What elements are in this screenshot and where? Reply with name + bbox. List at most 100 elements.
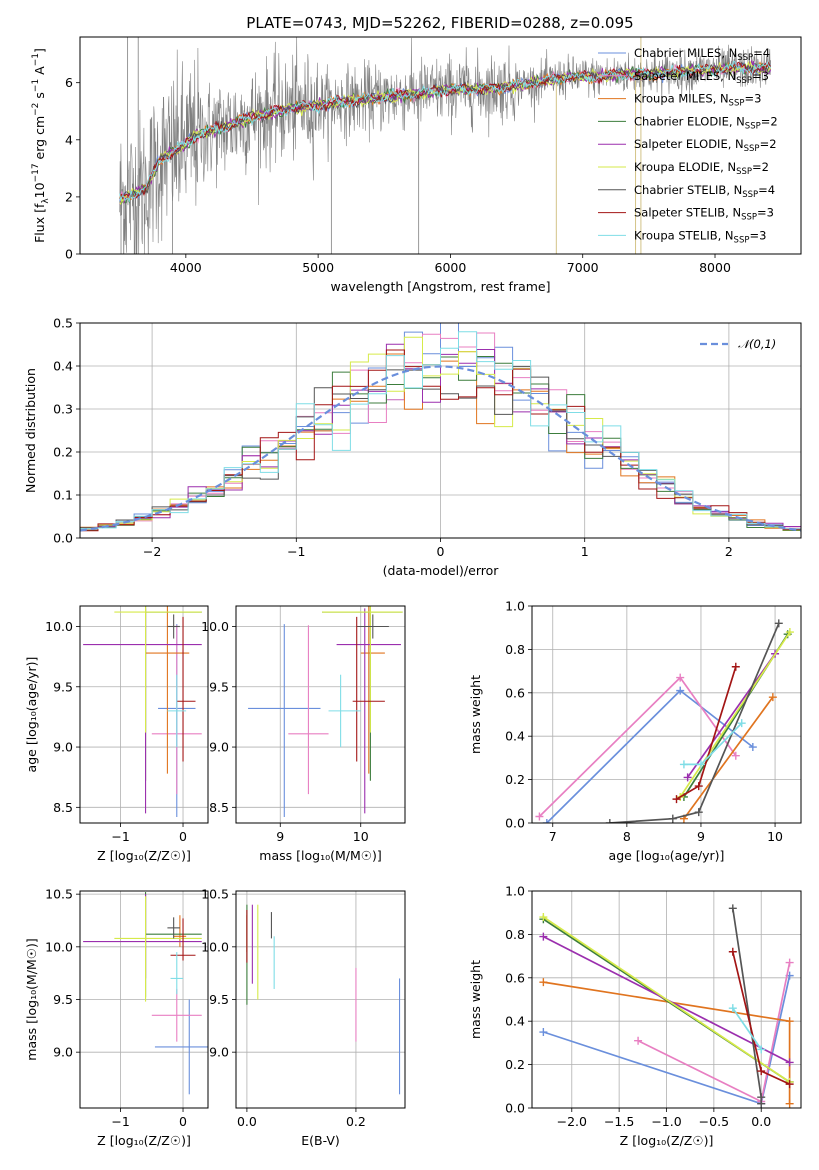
y-axis-label: Flux [fλ10−17 erg cm−2 s−1 A−1]	[31, 48, 51, 243]
weight-series-kroupa_stelib	[679, 719, 746, 769]
age_vs_Z-plot-area	[83, 606, 202, 817]
weight-point	[694, 782, 703, 791]
legend-eq: =3	[749, 228, 766, 242]
weight-series-kroupa_elodie	[676, 628, 794, 801]
y-tick-label: 9.5	[209, 992, 229, 1007]
x-tick-label: 8	[623, 829, 631, 844]
y-tick-label: 8.5	[53, 800, 73, 815]
weight-point	[696, 760, 705, 769]
label-part: 10	[32, 182, 47, 198]
y-tick-label: 9.0	[53, 740, 73, 755]
weight-point	[542, 819, 551, 823]
residuals-panel: −2 −1 0 1 2 0.0 0.1 0.2 0.3 0.4 0.5 (data-model)/er…	[23, 316, 802, 578]
weight-point	[774, 619, 783, 628]
y-tick-label: 0.5	[53, 316, 73, 331]
weight-series-kroupa_miles	[679, 693, 777, 823]
legend-eq: =4	[758, 183, 775, 197]
weight-point	[668, 814, 677, 823]
x-tick-label: −1.0	[651, 1114, 681, 1129]
y-tick-label: 0.4	[505, 1014, 525, 1029]
label-part: −1	[31, 79, 41, 92]
x-tick-label: 9	[276, 829, 284, 844]
weight-point	[694, 808, 703, 817]
y-tick-label: 10.5	[201, 887, 229, 902]
residual-histogram-kroupa_elodie	[80, 336, 801, 538]
y-tick-label: 0.4	[505, 729, 525, 744]
weight_vs_age-plot-area	[535, 619, 794, 823]
legend-entry: 𝒩(0,1)	[738, 337, 776, 351]
weight-point	[757, 1067, 766, 1076]
legend-label: Kroupa MILES, N	[634, 92, 729, 106]
y-tick-label: 0.2	[505, 1057, 525, 1072]
weight-series-salpeter_stelib	[672, 662, 740, 804]
x-tick-label: 6000	[435, 260, 467, 275]
y-axis-label: mass weight	[468, 675, 483, 754]
y-tick-label: 10.0	[201, 939, 229, 954]
label-part: ]	[32, 48, 47, 53]
y-tick-label: 9.0	[209, 740, 229, 755]
weight-point	[539, 932, 548, 941]
weight-series-chabrier_stelib	[728, 904, 766, 1108]
axes-frame	[235, 605, 406, 824]
weight-point	[728, 947, 737, 956]
x-tick-label: 2	[725, 544, 733, 559]
errorbar-chabrier_elodie	[145, 892, 202, 998]
legend-sub: SSP	[729, 99, 745, 109]
weight-point	[535, 812, 544, 821]
legend-label: Salpeter MILES, N	[634, 69, 736, 83]
legend-entry: Chabrier STELIB, NSSP=4	[634, 183, 775, 200]
model-spectrum-salpeter_elodie	[119, 59, 772, 205]
weight-point	[728, 1004, 737, 1013]
x-tick-label: −2	[143, 544, 161, 559]
age_vs_mass-plot-area	[248, 606, 403, 817]
legend-label: Chabrier MILES, N	[634, 46, 737, 60]
weight-point	[785, 1080, 794, 1089]
residual-histogram-salpeter_elodie	[80, 343, 801, 538]
axes-frame	[531, 605, 802, 824]
errorbar-chabrier_miles	[248, 624, 321, 817]
residuals-plot-area	[80, 323, 801, 538]
weight-point	[785, 958, 794, 967]
legend-label: Kroupa ELODIE, N	[634, 160, 736, 174]
legend-sub: SSP	[744, 144, 760, 154]
y-tick-label: 10.0	[45, 619, 73, 634]
x-tick-label: 0.0	[751, 1114, 771, 1129]
errorbar-kroupa_stelib	[170, 952, 184, 995]
legend-entry: Salpeter STELIB, NSSP=3	[634, 206, 774, 223]
x-axis-label: Z [log₁₀(Z/Z☉)]	[620, 1133, 714, 1148]
label-part: −1	[31, 53, 41, 66]
y-tick-label: 2	[65, 189, 73, 204]
y-tick-label: 6	[65, 75, 73, 90]
legend-label: Salpeter STELIB, N	[634, 206, 741, 220]
x-axis-label: (data-model)/error	[383, 563, 500, 578]
legend-entry: Chabrier MILES, NSSP=4	[634, 46, 770, 63]
weight-point	[539, 1028, 548, 1037]
weight-point	[676, 673, 685, 682]
errorbar-kroupa_elodie	[114, 606, 202, 733]
weight-point	[676, 686, 685, 695]
x-tick-label: −1	[287, 544, 305, 559]
legend-eq: =3	[757, 206, 774, 220]
label-part: Flux [f	[32, 203, 47, 243]
legend-sub: SSP	[741, 213, 757, 223]
label-part: s	[32, 92, 47, 103]
weight-point	[679, 760, 688, 769]
weight-point	[731, 751, 740, 760]
y-tick-label: 0.0	[505, 816, 525, 831]
x-tick-label: 10	[767, 829, 783, 844]
model-spectrum-kroupa_elodie	[119, 60, 771, 206]
x-axis-label: mass [log₁₀(M/M☉)]	[259, 848, 381, 863]
legend-sub: SSP	[737, 53, 753, 63]
weight-point	[539, 913, 548, 922]
errorbar-kroupa_stelib	[328, 674, 361, 748]
y-tick-label: 0.6	[505, 685, 525, 700]
mass_vs_Z-plot-area	[83, 892, 208, 1095]
x-tick-label: 4000	[170, 260, 202, 275]
y-tick-label: 0.8	[505, 927, 525, 942]
mass_vs_Z-panel: −1 0 9.0 9.5 10.0 10.5 Z [log₁₀(Z/Z☉)] mass [lo…	[24, 887, 209, 1148]
weight-point	[672, 795, 681, 804]
label-part: erg cm	[32, 116, 47, 164]
y-tick-label: 9.5	[53, 679, 73, 694]
x-tick-label: 1	[581, 544, 589, 559]
